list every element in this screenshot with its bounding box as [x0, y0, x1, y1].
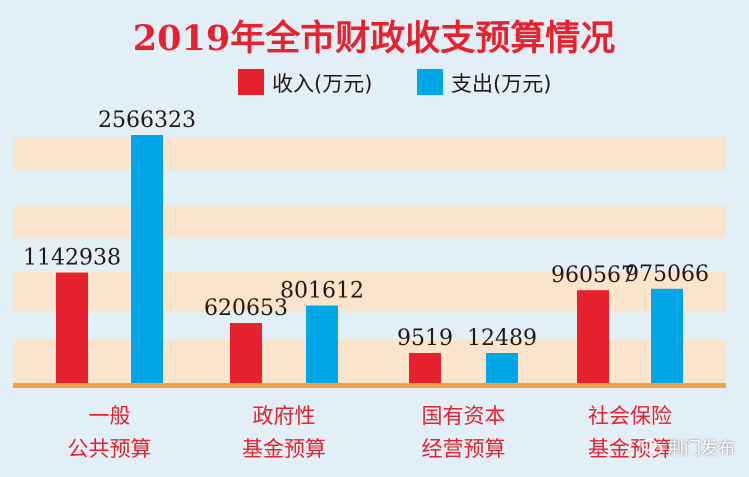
watermark-text: 荆门发布	[667, 439, 735, 459]
legend-label-expense: 支出(万元)	[451, 72, 551, 96]
category-label-4-line-1: 社会保险	[588, 404, 672, 428]
category-label-3-line-2: 经营预算	[422, 437, 506, 461]
value-label-expense-2: 801612	[280, 279, 364, 304]
category-label-2-line-1: 政府性	[253, 404, 316, 428]
category-label-1-line-2: 公共预算	[68, 437, 152, 461]
watermark: 荆门发布	[641, 434, 735, 459]
category-label-3-line-1: 国有资本	[422, 404, 506, 428]
value-label-income-3: 9519	[397, 326, 453, 351]
category-label-1-line-1: 一般	[89, 404, 131, 428]
wechat-icon	[641, 438, 663, 455]
bar-expense-2	[306, 305, 338, 383]
background-band-1	[13, 137, 726, 170]
title-year: 2019	[133, 18, 230, 59]
category-label-4-line-2: 基金预算	[588, 437, 672, 461]
legend: 收入(万元) 支出(万元)	[238, 69, 551, 96]
title-text: 2019年全市财政收支预算情况	[133, 18, 615, 59]
value-labels: 1142938 620653 9519 960567 2566323 801612 1248…	[23, 108, 709, 351]
background-band-2	[13, 205, 726, 238]
bar-expense-3	[486, 353, 518, 383]
legend-swatch-income	[238, 69, 264, 95]
value-label-income-4: 960567	[551, 263, 635, 288]
chart-title: 2019年全市财政收支预算情况	[133, 18, 615, 59]
background-band-4	[13, 340, 726, 383]
bar-income-1	[56, 272, 88, 383]
value-label-expense-3: 12489	[467, 326, 537, 351]
title-rest: 年全市财政收支预算情况	[230, 18, 615, 59]
bar-expense-1	[131, 135, 163, 383]
value-label-income-1: 1142938	[23, 246, 121, 271]
value-label-income-2: 620653	[204, 296, 288, 321]
bars	[56, 135, 683, 383]
legend-swatch-expense	[417, 69, 443, 95]
value-label-expense-1: 2566323	[98, 108, 196, 133]
legend-label-income: 收入(万元)	[272, 72, 372, 96]
x-axis-line	[13, 383, 726, 388]
bar-income-2	[230, 323, 262, 383]
category-label-2-line-2: 基金预算	[242, 437, 326, 461]
bar-income-4	[577, 290, 609, 383]
bar-expense-4	[651, 288, 683, 383]
bar-income-3	[409, 353, 441, 383]
value-label-expense-4: 975066	[625, 262, 709, 287]
